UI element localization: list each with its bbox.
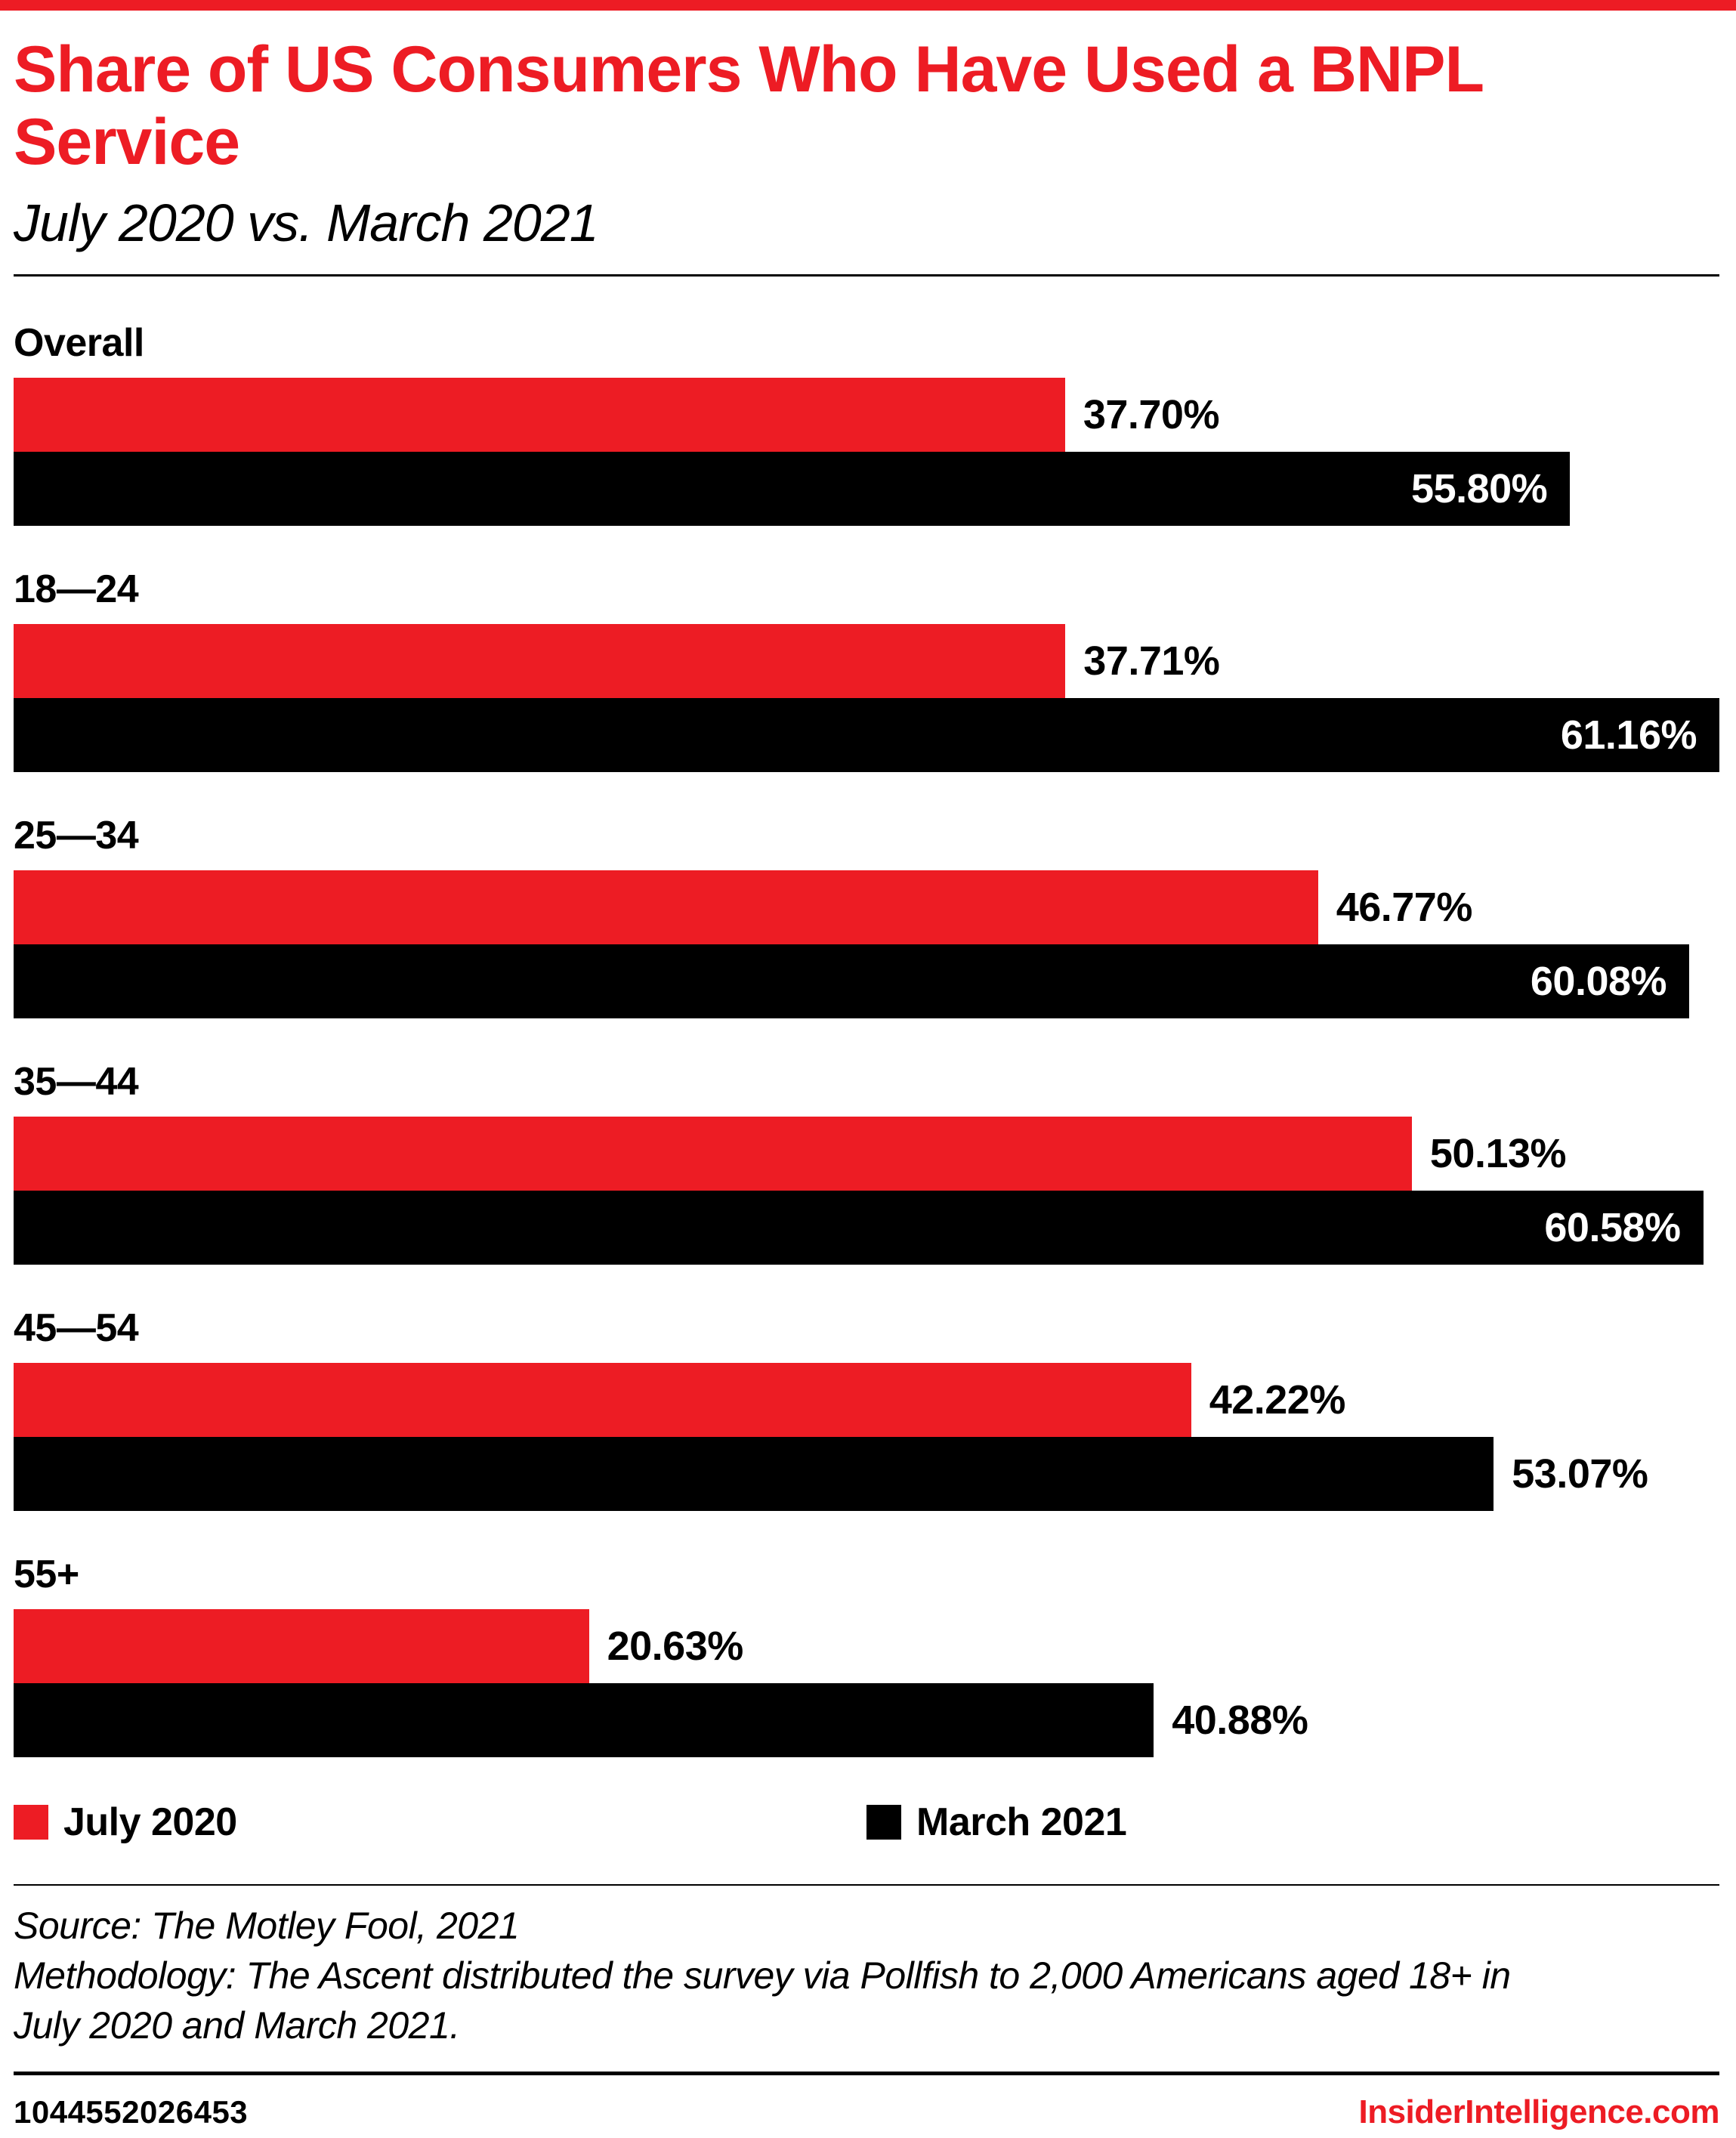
march-2021-bar: 60.58% <box>14 1190 1704 1265</box>
july-2020-bar-row: 20.63% <box>14 1608 1719 1683</box>
top-accent-bar <box>0 0 1736 11</box>
chart-page: Share of US Consumers Who Have Used a BN… <box>0 33 1736 2131</box>
brand-link[interactable]: InsiderIntelligence.com <box>1358 2093 1719 2130</box>
march-2021-value-label: 61.16% <box>1560 712 1697 758</box>
july-2020-value-label: 37.70% <box>1083 391 1220 437</box>
footer: 1044552026453 InsiderIntelligence.com <box>14 2093 1719 2131</box>
notes-divider <box>14 1883 1719 1886</box>
july-2020-value-label: 37.71% <box>1083 638 1220 684</box>
july-2020-value-label: 46.77% <box>1336 884 1473 930</box>
july-2020-bar <box>14 623 1066 698</box>
legend-label-march-2021: March 2021 <box>916 1800 1127 1844</box>
bar-group: 35—44 50.13% 60.58% <box>14 1059 1719 1265</box>
july-2020-value-label: 42.22% <box>1209 1376 1346 1423</box>
march-2021-bar-row: 40.88% <box>14 1682 1719 1757</box>
category-label: 55+ <box>14 1552 79 1596</box>
category-label: Overall <box>14 320 144 365</box>
legend-item-july-2020: July 2020 <box>14 1800 866 1845</box>
july-2020-bar <box>14 870 1318 944</box>
march-2021-bar <box>14 1436 1494 1511</box>
july-2020-value-label: 50.13% <box>1429 1130 1567 1176</box>
july-2020-value-label: 20.63% <box>607 1623 744 1669</box>
bar-group: 25—34 46.77% 60.08% <box>14 813 1719 1018</box>
march-2021-value-label: 53.07% <box>1512 1451 1648 1497</box>
chart-id: 1044552026453 <box>14 2093 249 2130</box>
july-2020-bar <box>14 377 1065 452</box>
july-2020-bar-row: 37.71% <box>14 623 1719 698</box>
bar-group: 45—54 42.22% 53.07% <box>14 1305 1719 1511</box>
legend: July 2020 March 2021 <box>14 1800 1719 1845</box>
march-2021-bar-row: 61.16% <box>14 697 1719 772</box>
july-2020-bar-row: 37.70% <box>14 377 1719 452</box>
chart-title: Share of US Consumers Who Have Used a BN… <box>14 33 1483 179</box>
legend-swatch-july-2020 <box>14 1804 48 1840</box>
july-2020-bar-row: 46.77% <box>14 870 1719 944</box>
july-2020-bar-row: 42.22% <box>14 1362 1719 1437</box>
source-note: Source: The Motley Fool, 2021 <box>14 1904 520 1947</box>
march-2021-value-label: 60.08% <box>1530 958 1667 1004</box>
notes: Source: The Motley Fool, 2021 Methodolog… <box>14 1901 1570 2050</box>
methodology-note: Methodology: The Ascent distributed the … <box>14 1954 1511 2047</box>
category-label: 18—24 <box>14 567 139 611</box>
chart-subtitle: July 2020 vs. March 2021 <box>14 193 599 252</box>
category-label: 25—34 <box>14 813 139 857</box>
march-2021-bar: 60.08% <box>14 944 1690 1018</box>
legend-swatch-march-2021 <box>866 1804 901 1840</box>
bar-chart: Overall 37.70% 55.80% 18—24 37.71% 61.16… <box>14 320 1719 1757</box>
july-2020-bar-row: 50.13% <box>14 1116 1719 1191</box>
legend-label-july-2020: July 2020 <box>63 1800 237 1844</box>
bar-group: 18—24 37.71% 61.16% <box>14 567 1719 772</box>
bar-group: Overall 37.70% 55.80% <box>14 320 1719 526</box>
july-2020-bar <box>14 1116 1412 1191</box>
march-2021-bar-row: 53.07% <box>14 1436 1719 1511</box>
category-label: 45—54 <box>14 1305 139 1350</box>
march-2021-bar: 55.80% <box>14 451 1571 526</box>
legend-item-march-2021: March 2021 <box>866 1800 1719 1845</box>
march-2021-bar: 61.16% <box>14 697 1719 772</box>
category-label: 35—44 <box>14 1059 139 1104</box>
footer-divider <box>14 2071 1719 2075</box>
march-2021-bar-row: 55.80% <box>14 451 1719 526</box>
march-2021-bar-row: 60.58% <box>14 1190 1719 1265</box>
july-2020-bar <box>14 1608 589 1683</box>
march-2021-bar-row: 60.08% <box>14 944 1719 1018</box>
march-2021-bar <box>14 1682 1154 1757</box>
march-2021-value-label: 55.80% <box>1411 465 1548 511</box>
march-2021-value-label: 60.58% <box>1544 1204 1681 1250</box>
march-2021-value-label: 40.88% <box>1172 1697 1308 1743</box>
header-divider <box>14 273 1719 277</box>
bar-group: 55+ 20.63% 40.88% <box>14 1552 1719 1757</box>
july-2020-bar <box>14 1362 1191 1437</box>
